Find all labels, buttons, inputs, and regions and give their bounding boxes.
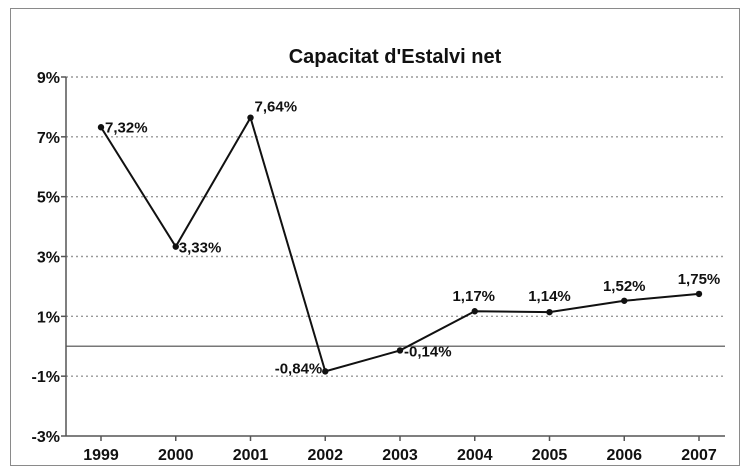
data-labels: 7,32% 3,33% 7,64% -0,84% -0,14% 1,17% 1,14% 1,5…	[105, 99, 720, 378]
y-tick-label: 1%	[37, 309, 60, 326]
data-label: 7,64%	[255, 99, 298, 116]
data-label: 7,32%	[105, 119, 148, 136]
x-axis-ticks: 1999 2000 2001 2002 2003 2004 2005 2006 2007	[83, 447, 717, 464]
y-axis-ticks: 9% 7% 5% 3% 1% -1% -3%	[32, 70, 60, 446]
x-tick-label: 1999	[83, 447, 119, 464]
data-point	[172, 243, 179, 250]
y-tick-label: -1%	[32, 369, 60, 386]
x-tick-label: 2007	[681, 447, 717, 464]
y-tick-label: 7%	[37, 130, 60, 147]
y-tick-label: 5%	[37, 190, 60, 207]
data-label: 1,17%	[452, 288, 495, 305]
x-tick-label: 2003	[382, 447, 418, 464]
x-tick-label: 2006	[606, 447, 642, 464]
y-tick-label: 9%	[37, 70, 60, 87]
data-point	[97, 124, 105, 131]
series-line	[97, 114, 703, 375]
data-label: 1,75%	[678, 271, 721, 288]
axes	[61, 76, 725, 441]
x-tick-label: 2004	[457, 447, 493, 464]
x-tick-label: 2005	[532, 447, 568, 464]
data-point	[546, 308, 553, 316]
data-label: -0,84%	[275, 360, 323, 377]
x-tick-label: 2000	[158, 447, 194, 464]
chart-title: Capacitat d'Estalvi net	[289, 46, 502, 68]
data-point	[621, 297, 628, 304]
data-point	[247, 114, 254, 121]
x-tick-label: 2002	[307, 447, 343, 464]
data-point	[695, 290, 703, 298]
data-point	[322, 368, 329, 375]
x-tick-label: 2001	[233, 447, 269, 464]
data-label: 1,14%	[528, 288, 571, 305]
y-tick-label: 3%	[37, 250, 60, 267]
data-point	[471, 308, 478, 315]
grid-lines	[66, 76, 725, 377]
data-label: 3,33%	[179, 240, 222, 257]
y-tick-label: -3%	[32, 429, 60, 446]
data-label: 1,52%	[603, 278, 646, 295]
data-label: -0,14%	[404, 343, 452, 360]
chart-frame	[10, 8, 740, 466]
data-point	[396, 347, 404, 354]
